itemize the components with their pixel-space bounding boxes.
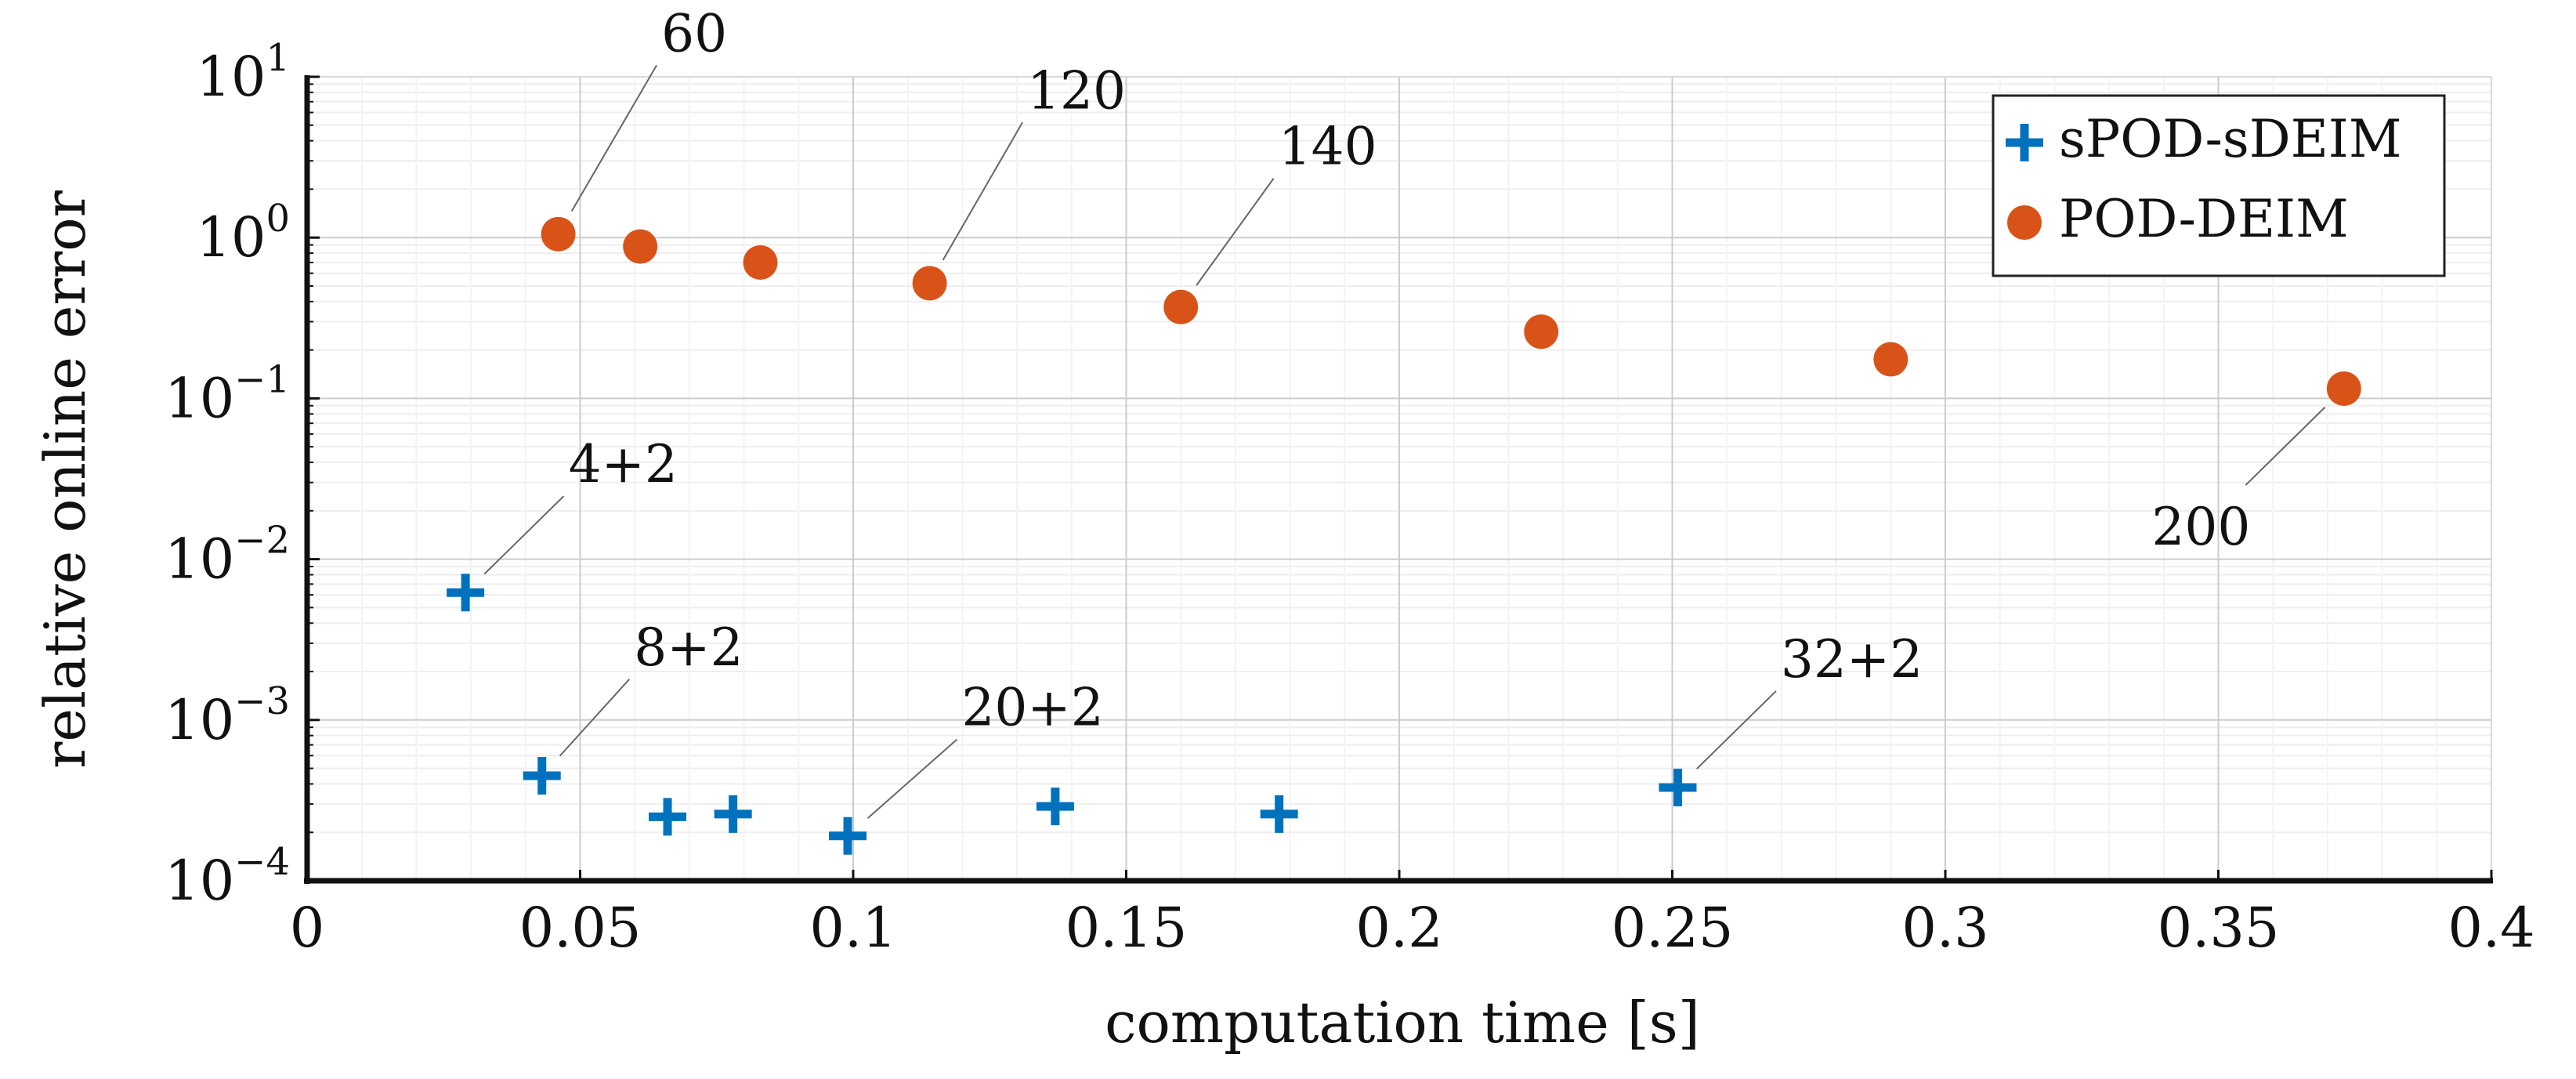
annotation-leader-line bbox=[1696, 690, 1777, 769]
data-marks bbox=[447, 216, 2361, 855]
legend-box bbox=[1992, 94, 2446, 277]
data-point-spod-sdeim bbox=[829, 816, 867, 855]
legend-label-pod-deim: POD-DEIM bbox=[2059, 189, 2349, 249]
annotation-label: 140 bbox=[1279, 117, 1377, 177]
data-point-pod-deim bbox=[912, 266, 947, 301]
axes bbox=[304, 75, 2493, 884]
annotation-leader-line bbox=[942, 121, 1023, 261]
data-point-spod-sdeim bbox=[447, 574, 485, 612]
annotation-label: 32+2 bbox=[1781, 629, 1923, 690]
data-point-spod-sdeim bbox=[1659, 769, 1697, 807]
y-tick-label: 10−4 bbox=[165, 840, 290, 913]
y-tick-label: 10−3 bbox=[165, 679, 290, 752]
legend-marker-spod-sdeim bbox=[2006, 124, 2043, 161]
x-tick-label: 0.35 bbox=[2158, 896, 2280, 960]
annotation-label: 8+2 bbox=[634, 617, 743, 678]
data-point-pod-deim bbox=[1524, 314, 1559, 349]
data-point-pod-deim bbox=[1873, 342, 1908, 377]
annotation-leader-line bbox=[483, 495, 565, 575]
y-tick-label: 100 bbox=[196, 197, 290, 270]
x-tick-label: 0.1 bbox=[809, 896, 896, 960]
tick-labels: 0 0.05 0.1 0.15 0.2 0.25 0.3 0.35 0.4 101 100 10−1 1… bbox=[165, 36, 2535, 960]
annotation-leader-line bbox=[1196, 178, 1275, 286]
data-point-spod-sdeim bbox=[649, 798, 687, 836]
y-axis-label: relative online error bbox=[32, 190, 98, 769]
annotation-leader-line bbox=[867, 738, 958, 820]
annotation-label: 200 bbox=[2151, 497, 2250, 557]
data-point-pod-deim bbox=[541, 216, 576, 252]
x-tick-label: 0.3 bbox=[1901, 896, 1988, 960]
annotation-label: 4+2 bbox=[569, 434, 678, 494]
x-tick-label: 0.4 bbox=[2448, 896, 2534, 960]
legend: sPOD-sDEIM POD-DEIM bbox=[1992, 94, 2446, 277]
data-point-pod-deim bbox=[743, 244, 778, 280]
annotations: 60 120 140 200 4+2 8+2 20+2 32+2 bbox=[483, 3, 2326, 820]
x-tick-label: 0.15 bbox=[1065, 896, 1188, 960]
y-tick-label: 101 bbox=[196, 36, 290, 109]
data-point-spod-sdeim bbox=[523, 756, 561, 795]
x-tick-label: 0.05 bbox=[519, 896, 642, 960]
annotation-leader-line bbox=[2245, 407, 2326, 486]
data-point-pod-deim bbox=[623, 229, 658, 264]
x-axis-label: computation time [s] bbox=[1105, 990, 1700, 1055]
annotation-leader-line bbox=[559, 679, 630, 757]
y-tick-label: 10−2 bbox=[165, 519, 290, 592]
legend-marker-pod-deim bbox=[2007, 205, 2042, 240]
annotation-label: 120 bbox=[1027, 60, 1126, 121]
x-tick-label: 0 bbox=[290, 896, 325, 960]
x-tick-label: 0.25 bbox=[1612, 896, 1734, 960]
data-point-spod-sdeim bbox=[714, 795, 752, 833]
annotation-label: 20+2 bbox=[961, 678, 1103, 738]
data-point-spod-sdeim bbox=[1036, 788, 1074, 826]
data-point-pod-deim bbox=[2326, 371, 2361, 406]
annotation-label: 60 bbox=[661, 3, 727, 63]
legend-label-spod-sdeim: sPOD-sDEIM bbox=[2059, 109, 2401, 169]
x-tick-label: 0.2 bbox=[1355, 896, 1442, 960]
annotation-leader-line bbox=[570, 64, 657, 212]
data-point-pod-deim bbox=[1163, 289, 1199, 324]
y-tick-label: 10−1 bbox=[165, 357, 290, 430]
data-point-spod-sdeim bbox=[1260, 795, 1298, 833]
